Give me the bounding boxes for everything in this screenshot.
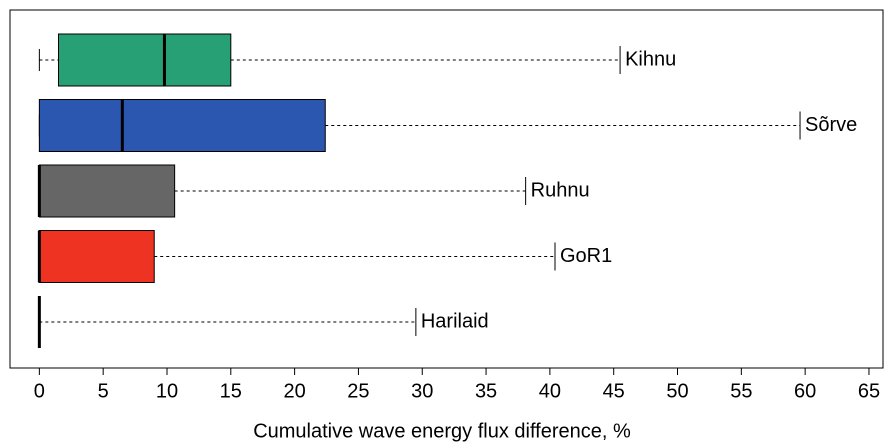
x-tick-label: 15: [220, 380, 242, 402]
x-tick-label: 35: [475, 380, 497, 402]
x-tick-label: 10: [156, 380, 178, 402]
box-label: Kihnu: [625, 48, 676, 70]
x-tick-label: 45: [603, 380, 625, 402]
box: [38, 99, 326, 152]
x-tick-label: 5: [98, 380, 109, 402]
box-label: Ruhnu: [531, 179, 590, 201]
box: [58, 33, 232, 87]
x-tick-label: 0: [34, 380, 45, 402]
plot-frame: [9, 9, 884, 369]
x-axis-label: Cumulative wave energy flux difference, …: [253, 420, 631, 442]
x-tick-label: 55: [730, 380, 752, 402]
box: [38, 230, 155, 283]
x-tick-label: 65: [858, 380, 880, 402]
x-tick-label: 50: [666, 380, 688, 402]
x-tick-label: 30: [411, 380, 433, 402]
box-label: Harilaid: [421, 310, 489, 332]
x-tick-label: 40: [539, 380, 561, 402]
box-label: Sõrve: [805, 114, 857, 136]
x-tick-label: 20: [283, 380, 305, 402]
box-label: GoR1: [560, 245, 612, 267]
x-tick-label: 25: [347, 380, 369, 402]
box: [38, 164, 176, 218]
x-tick-label: 60: [794, 380, 816, 402]
